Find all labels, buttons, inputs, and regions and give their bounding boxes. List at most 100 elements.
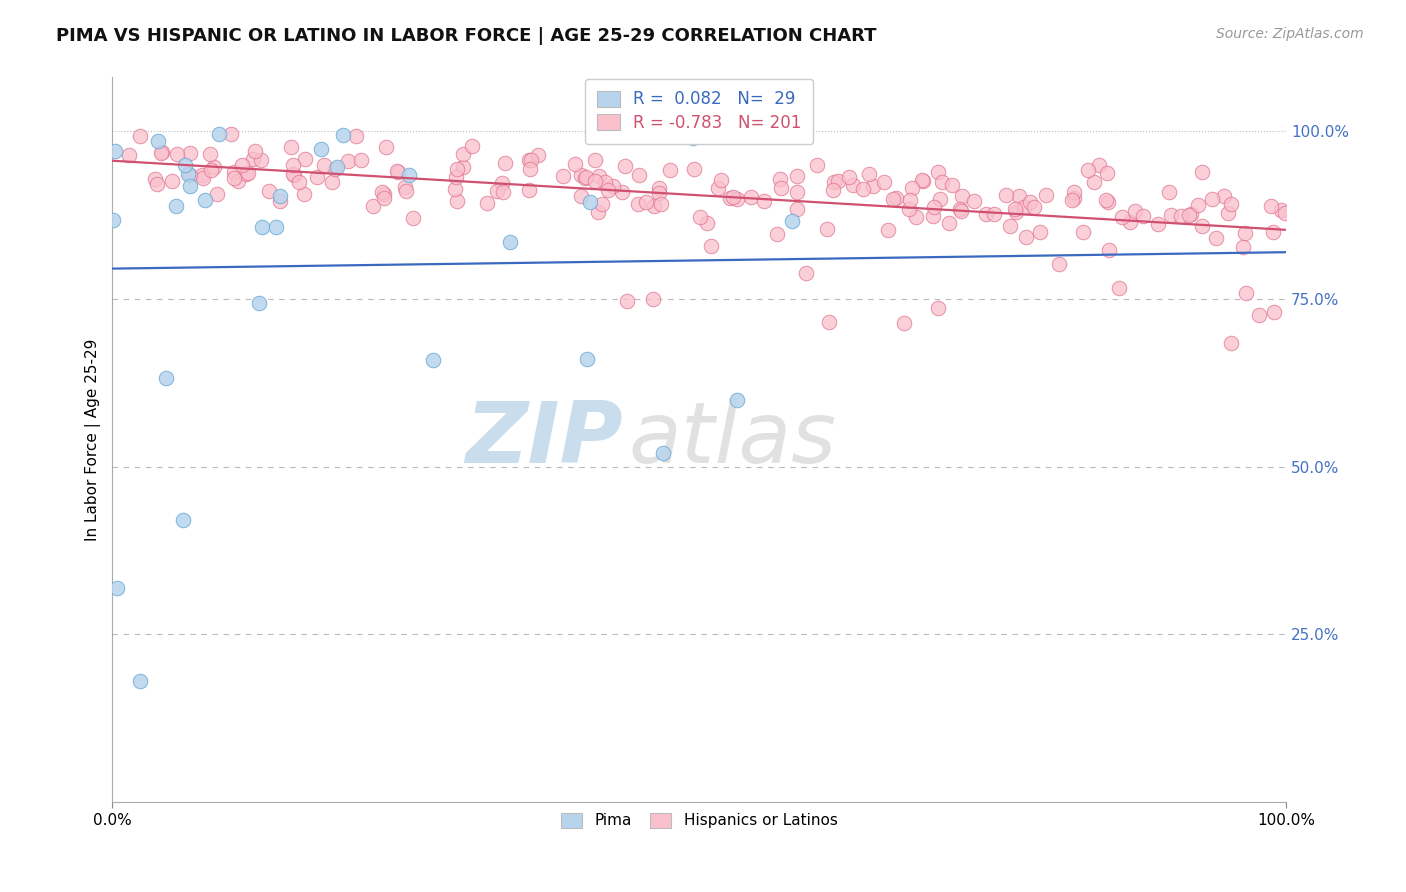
Point: [725, 392, 748, 407]
Point: [627, 196, 650, 211]
Point: [394, 179, 416, 194]
Point: [395, 184, 418, 198]
Point: [249, 296, 271, 310]
Point: [494, 156, 516, 170]
Point: [221, 127, 243, 141]
Point: [235, 167, 257, 181]
Point: [475, 195, 498, 210]
Point: [696, 217, 718, 231]
Point: [707, 180, 730, 194]
Point: [586, 205, 609, 219]
Point: [710, 173, 733, 187]
Point: [769, 172, 792, 186]
Point: [1004, 202, 1026, 216]
Point: [721, 189, 744, 203]
Point: [780, 214, 803, 228]
Point: [927, 301, 949, 315]
Point: [292, 187, 315, 202]
Point: [194, 193, 217, 207]
Point: [179, 145, 201, 160]
Point: [519, 161, 541, 176]
Point: [250, 220, 273, 235]
Point: [177, 168, 200, 182]
Point: [574, 171, 596, 186]
Point: [886, 191, 908, 205]
Point: [150, 145, 173, 159]
Point: [628, 168, 651, 182]
Point: [336, 154, 359, 169]
Point: [224, 170, 246, 185]
Point: [373, 187, 395, 202]
Point: [243, 145, 266, 159]
Point: [172, 513, 194, 527]
Point: [1047, 257, 1070, 271]
Point: [1108, 281, 1130, 295]
Point: [1219, 336, 1241, 351]
Point: [1191, 164, 1213, 178]
Point: [1249, 309, 1271, 323]
Point: [725, 192, 748, 206]
Point: [150, 146, 173, 161]
Point: [250, 153, 273, 167]
Point: [766, 227, 789, 241]
Point: [1233, 226, 1256, 240]
Point: [281, 157, 304, 171]
Point: [402, 211, 425, 226]
Point: [1063, 191, 1085, 205]
Point: [129, 674, 152, 689]
Point: [786, 169, 808, 183]
Point: [373, 191, 395, 205]
Point: [166, 146, 188, 161]
Point: [1263, 304, 1285, 318]
Point: [786, 185, 808, 199]
Point: [1232, 240, 1254, 254]
Point: [191, 170, 214, 185]
Point: [591, 196, 613, 211]
Point: [486, 184, 509, 198]
Point: [949, 202, 972, 216]
Point: [1095, 193, 1118, 207]
Point: [718, 192, 741, 206]
Point: [179, 178, 201, 193]
Point: [1035, 187, 1057, 202]
Point: [786, 202, 808, 216]
Text: atlas: atlas: [628, 399, 837, 482]
Point: [699, 239, 721, 253]
Point: [974, 207, 997, 221]
Point: [326, 160, 349, 174]
Point: [1097, 194, 1119, 209]
Point: [1119, 215, 1142, 229]
Point: [910, 173, 932, 187]
Point: [641, 293, 664, 307]
Point: [269, 188, 291, 202]
Point: [1012, 200, 1035, 214]
Point: [350, 153, 373, 167]
Point: [827, 174, 849, 188]
Point: [1270, 202, 1292, 217]
Point: [208, 127, 231, 141]
Point: [173, 158, 195, 172]
Point: [191, 168, 214, 182]
Y-axis label: In Labor Force | Age 25-29: In Labor Force | Age 25-29: [86, 339, 101, 541]
Point: [361, 199, 384, 213]
Point: [882, 192, 904, 206]
Point: [1060, 193, 1083, 207]
Point: [446, 161, 468, 176]
Point: [553, 169, 575, 184]
Point: [321, 175, 343, 189]
Point: [823, 183, 845, 197]
Legend: Pima, Hispanics or Latinos: Pima, Hispanics or Latinos: [555, 806, 844, 835]
Point: [897, 202, 920, 216]
Point: [610, 185, 633, 199]
Point: [460, 139, 482, 153]
Point: [998, 219, 1021, 233]
Point: [1005, 205, 1028, 219]
Point: [564, 157, 586, 171]
Point: [841, 178, 863, 192]
Point: [294, 152, 316, 166]
Point: [526, 148, 548, 162]
Point: [104, 144, 127, 158]
Point: [309, 142, 332, 156]
Point: [499, 235, 522, 250]
Point: [893, 316, 915, 330]
